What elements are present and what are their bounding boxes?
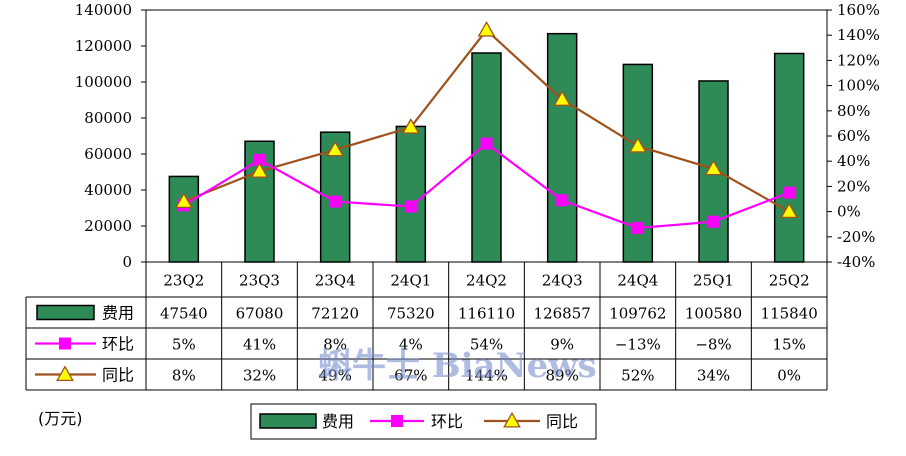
table-cell: 72120	[311, 305, 359, 323]
legend: 费用 环比 同比	[250, 403, 597, 440]
left-tick-label: 20000	[84, 217, 132, 235]
legend-key-bar	[259, 413, 317, 429]
legend-label: 同比	[546, 412, 578, 431]
qoq-point-25Q1	[707, 215, 720, 228]
table-cell: 32%	[243, 367, 276, 385]
bar-24Q2	[471, 52, 502, 263]
legend-label: 环比	[431, 412, 463, 431]
qoq-point-23Q4	[329, 195, 342, 208]
table-cell: 34%	[697, 367, 730, 385]
table-key-triangle	[56, 365, 74, 382]
category-label: 23Q3	[239, 272, 280, 290]
table-cell: 9%	[550, 336, 574, 354]
watermark: 蝌牛士 BiaNews	[318, 346, 597, 386]
right-tick-label: 20%	[837, 177, 870, 195]
yoy-point-23Q4	[326, 140, 345, 157]
right-tick-label: 80%	[837, 102, 870, 120]
qoq-point-24Q3	[556, 194, 569, 207]
right-tick-label: 60%	[837, 127, 870, 145]
yoy-point-25Q2	[780, 202, 799, 219]
bar-24Q1	[395, 125, 427, 263]
right-tick-label: 160%	[837, 1, 880, 19]
category-label: 24Q1	[390, 272, 431, 290]
category-label: 25Q1	[693, 272, 734, 290]
category-label: 23Q2	[163, 272, 204, 290]
table-cell: 47540	[160, 305, 208, 323]
table-cell: 67%	[394, 367, 427, 385]
table-cell: 116110	[458, 305, 515, 323]
table-cell: 115840	[761, 305, 818, 323]
bar-23Q2	[168, 175, 200, 263]
qoq-point-24Q1	[404, 200, 417, 213]
data-table: 23Q2 23Q3 23Q4 24Q1 24Q2 24Q3 24Q4 25Q1 25Q2 费用 47…	[25, 261, 828, 391]
left-tick-label: 40000	[84, 181, 132, 199]
table-cell: 0%	[777, 367, 801, 385]
bar-24Q3	[546, 32, 578, 263]
right-tick-label: 100%	[837, 77, 880, 95]
table-cell: 144%	[465, 367, 508, 385]
qoq-point-25Q2	[783, 186, 796, 199]
table-cell: 54%	[470, 336, 503, 354]
left-tick-label: 100000	[75, 73, 132, 91]
right-tick-label: -40%	[837, 253, 875, 271]
legend-key-triangle	[503, 411, 521, 428]
left-tick-label: 120000	[75, 37, 132, 55]
category-label: 24Q4	[617, 272, 658, 290]
qoq-point-24Q2	[480, 137, 493, 150]
category-label: 25Q2	[769, 272, 810, 290]
table-row-name: 费用	[102, 304, 134, 323]
table-cell: 52%	[621, 367, 654, 385]
category-label: 24Q3	[542, 272, 583, 290]
table-cell: 8%	[323, 336, 347, 354]
yoy-point-24Q4	[628, 136, 647, 153]
yoy-point-24Q3	[553, 90, 572, 106]
right-tick-label: 0%	[837, 203, 861, 221]
yoy-point-24Q1	[401, 118, 420, 134]
legend-label: 费用	[322, 412, 354, 431]
line-series	[174, 21, 799, 234]
table-key-square	[59, 337, 71, 350]
table-cell: −8%	[695, 336, 731, 354]
unit-label: (万元)	[38, 409, 83, 428]
right-tick-label: 140%	[837, 26, 880, 44]
table-cell: 89%	[545, 367, 578, 385]
table-key-bar	[36, 304, 95, 321]
table-cell: 8%	[172, 367, 196, 385]
table-cell: 126857	[534, 305, 591, 323]
bar-25Q2	[773, 52, 805, 263]
table-cell: 41%	[243, 336, 276, 354]
right-tick-label: -20%	[837, 228, 875, 246]
bar-series	[168, 32, 805, 263]
table-cell: 5%	[172, 336, 196, 354]
table-cell: 75320	[387, 305, 435, 323]
left-tick-label: 60000	[84, 145, 132, 163]
left-tick-label: 140000	[75, 1, 132, 19]
right-tick-label: 40%	[837, 152, 870, 170]
table-cell: 100580	[685, 305, 742, 323]
table-cell: 15%	[772, 336, 805, 354]
table-cell: 49%	[318, 367, 351, 385]
left-axis: 0 20000 40000 60000 80000 100000 120000 140000	[75, 1, 146, 271]
yoy-point-23Q2	[174, 192, 193, 209]
table-cell: 109762	[609, 305, 666, 323]
category-label: 23Q4	[315, 272, 356, 290]
yoy-point-23Q3	[250, 162, 269, 178]
table-cell: −13%	[615, 336, 661, 354]
yoy-point-24Q2	[477, 21, 496, 37]
table-row-name: 同比	[102, 366, 134, 385]
legend-key-square	[391, 415, 403, 427]
table-row-name: 环比	[102, 335, 134, 354]
table-cell: 4%	[399, 336, 423, 354]
left-tick-label: 0	[122, 253, 132, 271]
yoy-point-25Q1	[704, 159, 723, 176]
right-tick-label: 120%	[837, 51, 880, 69]
table-cell: 67080	[236, 305, 284, 323]
right-axis: -40% -20% 0% 20% 40% 60% 80% 100% 120% 140% 160%	[827, 1, 880, 271]
qoq-point-24Q4	[631, 221, 644, 234]
left-tick-label: 80000	[84, 109, 132, 127]
category-label: 24Q2	[466, 272, 507, 290]
